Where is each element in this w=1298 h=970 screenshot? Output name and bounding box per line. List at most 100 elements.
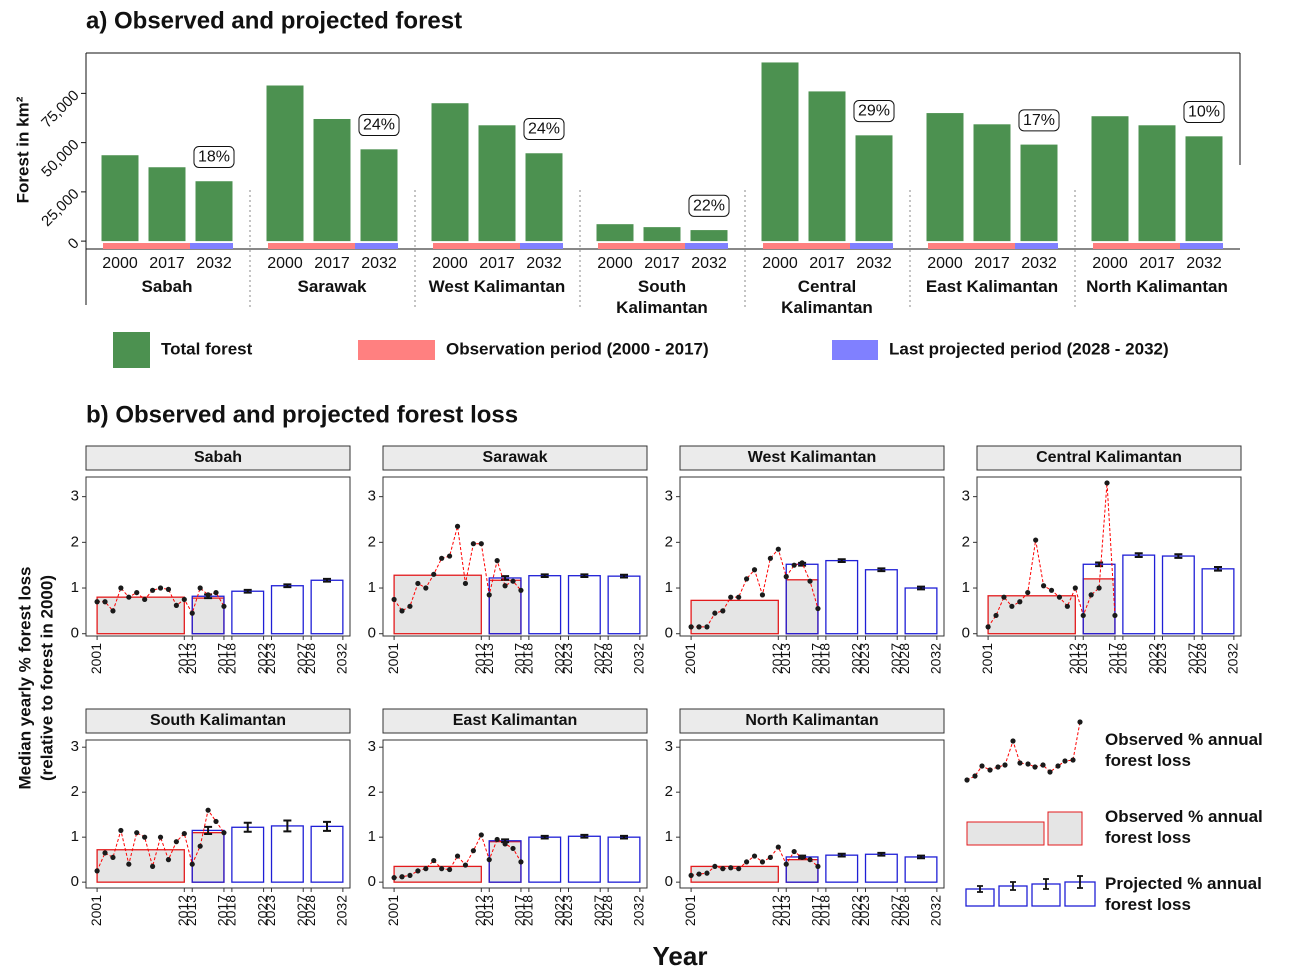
bar <box>525 153 563 242</box>
observed-point <box>462 580 469 587</box>
y-tick-label: 1 <box>962 579 970 596</box>
x-tick-label: 2032 <box>856 255 892 272</box>
observed-point <box>407 872 413 879</box>
panel-border <box>976 476 1242 637</box>
x-tick-label: 2032 <box>361 255 397 272</box>
x-tick-label: 2027 <box>591 895 607 926</box>
error-bar <box>877 567 886 573</box>
observed-point <box>102 599 108 605</box>
y-tick-label: 2 <box>71 783 79 800</box>
observation-strip <box>1093 243 1180 249</box>
observed-point <box>502 841 508 847</box>
x-tick-label: 2017 <box>809 895 825 926</box>
x-tick-label: 2000 <box>927 255 963 272</box>
y-tick-label: 1 <box>368 579 376 596</box>
observed-point <box>486 592 492 598</box>
observed-point <box>1104 480 1110 486</box>
legend-points <box>964 719 1083 783</box>
bar <box>1020 144 1058 242</box>
observed-point <box>157 834 164 840</box>
x-tick-label: 2032 <box>1225 643 1241 674</box>
panel-b-y-label: (relative to forest in 2000) <box>37 575 56 781</box>
x-tick-label: 2001 <box>682 643 698 674</box>
observed-point <box>993 612 999 619</box>
x-tick-label: 2001 <box>682 895 698 926</box>
x-tick-label: 2018 <box>223 895 239 926</box>
annotation-box <box>523 117 565 140</box>
x-tick-label: 2027 <box>888 643 904 674</box>
observed-bar <box>393 574 482 635</box>
observed-point <box>221 830 227 836</box>
x-tick-label: 2018 <box>223 643 239 674</box>
y-tick-label: 0 <box>665 873 673 890</box>
legend-b-text: Observed % annual forest loss <box>1105 807 1263 847</box>
facet-title: Sarawak <box>483 449 548 466</box>
error-bar <box>1134 552 1143 558</box>
x-tick-label: 2022 <box>1145 643 1161 674</box>
observed-point <box>478 541 484 547</box>
observed-point <box>704 624 710 630</box>
observed-point <box>728 865 734 871</box>
observed-point <box>94 599 100 605</box>
observed-point <box>518 859 524 865</box>
bar <box>313 118 351 242</box>
x-tick-label: 2017 <box>215 895 231 926</box>
x-tick-label: 2012 <box>175 895 191 926</box>
y-tick-label: 50,000 <box>38 136 82 180</box>
x-tick-label: 2032 <box>526 255 562 272</box>
panel-border <box>679 739 945 889</box>
x-tick-label: 2027 <box>1185 643 1201 674</box>
observed-point <box>1072 585 1078 591</box>
x-tick-label: 2017 <box>512 643 528 674</box>
y-tick-label: 0 <box>65 235 83 253</box>
observed-point <box>126 861 132 867</box>
y-tick-label: 1 <box>665 579 673 596</box>
x-tick-label: 2017 <box>512 895 528 926</box>
observed-point <box>149 587 156 593</box>
x-tick-label: 2017 <box>809 255 845 272</box>
annotation-box <box>688 194 730 217</box>
observed-bar <box>785 859 819 883</box>
x-tick-label: 2013 <box>777 643 793 674</box>
x-tick-label: 2012 <box>472 643 488 674</box>
observation-strip <box>763 243 850 249</box>
x-tick-label: 2028 <box>302 643 318 674</box>
bar <box>855 135 893 242</box>
x-tick-label: 2018 <box>817 643 833 674</box>
observed-point <box>478 832 484 838</box>
observed-point <box>149 863 156 870</box>
legend-observed-bar <box>1047 811 1083 846</box>
annotation: 10% <box>1188 104 1220 121</box>
observed-point <box>1001 594 1007 600</box>
y-tick-label: 75,000 <box>38 87 82 131</box>
observed-line <box>394 833 522 879</box>
annotation-box <box>853 100 895 123</box>
observed-point <box>1009 603 1015 609</box>
observed-point <box>165 586 172 592</box>
annotation-box <box>358 114 400 137</box>
legend-b-symbols <box>964 719 1096 907</box>
observed-bar <box>393 865 482 883</box>
legend-error-bars <box>977 875 1083 893</box>
facet-title: East Kalimantan <box>453 712 577 729</box>
legend-observed-bar <box>966 821 1045 846</box>
x-tick-label: 2017 <box>1106 643 1122 674</box>
legend-line <box>966 721 1081 781</box>
annotation: 17% <box>1023 112 1055 129</box>
error-bar <box>1214 566 1223 572</box>
observed-point <box>391 596 397 603</box>
observed-point <box>118 827 124 834</box>
observation-strip <box>928 243 1015 249</box>
observed-point <box>704 870 710 876</box>
observed-point <box>157 585 164 591</box>
observed-point <box>142 596 148 603</box>
annotation: 29% <box>858 103 890 120</box>
observed-point <box>1056 594 1063 600</box>
observed-point <box>783 574 789 580</box>
y-tick-label: 3 <box>665 738 673 755</box>
y-tick-label: 3 <box>368 738 376 755</box>
legend-swatch <box>832 340 878 360</box>
observed-point <box>510 845 516 852</box>
x-tick-label: 2028 <box>1193 643 1209 674</box>
